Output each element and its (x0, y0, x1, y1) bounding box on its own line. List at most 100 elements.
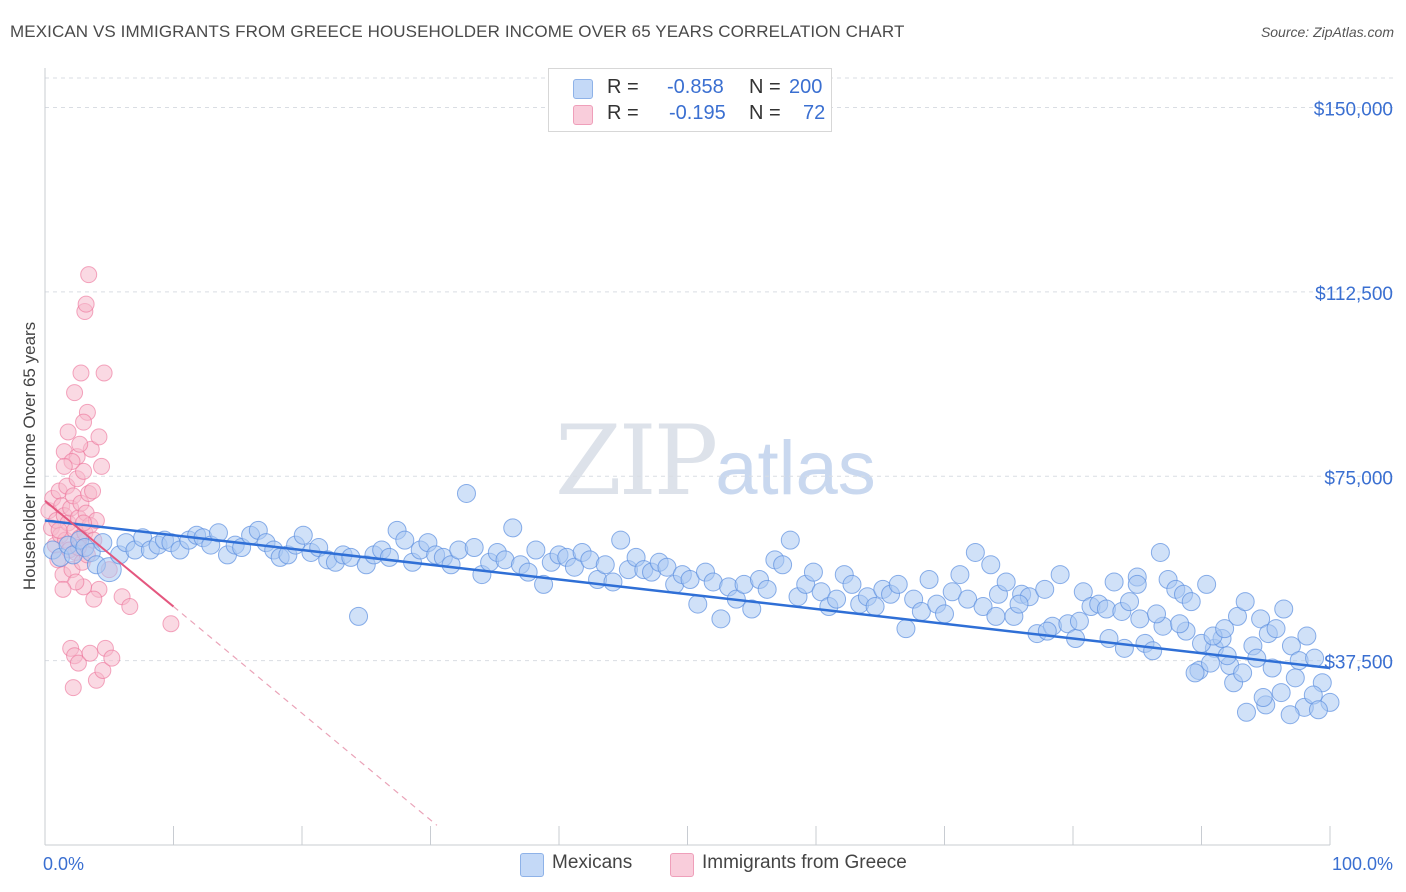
greece-point (94, 661, 112, 679)
greece-point (80, 266, 98, 284)
greece-point (59, 423, 77, 441)
mexicans-point (603, 572, 623, 592)
y-tick-label: $112,500 (1315, 284, 1393, 305)
greece-point (71, 435, 89, 453)
mexicans-point (1099, 629, 1119, 648)
axis-labels: $37,500 $75,000 $112,500 $150,000 0.0% 100.0%… (20, 100, 1393, 875)
mexicans-point (986, 606, 1006, 626)
mexicans-point (1215, 619, 1235, 639)
trend-lines (44, 500, 1331, 826)
greece-point (64, 679, 82, 697)
mexicans-point (379, 547, 399, 567)
mexicans-point (680, 570, 700, 589)
mexicans-point (1280, 705, 1300, 725)
watermark-atlas: atlas (715, 426, 876, 511)
mexicans-point (1073, 582, 1093, 602)
greece-trend-line (44, 500, 175, 608)
mexicans-point (1009, 594, 1029, 614)
mexicans-point (1200, 653, 1220, 673)
greece-trend-extension (173, 606, 438, 826)
x-tick-label: 0.0% (43, 854, 84, 874)
bottom-legend-label-greece: Immigrants from Greece (702, 852, 907, 873)
mexicans-point (1285, 668, 1305, 688)
legend-swatch-mexicans (573, 79, 593, 99)
mexicans-point (526, 540, 546, 560)
mexicans-point (1251, 609, 1271, 629)
mexicans-point (657, 557, 677, 577)
mexicans-point (349, 606, 369, 626)
watermark: ZIPatlas (555, 405, 876, 517)
greece-point (75, 462, 93, 480)
mexicans-point (773, 555, 793, 575)
mexicans-point (1297, 626, 1317, 646)
mexicans-point (780, 530, 800, 550)
mexicans-point (688, 594, 708, 614)
legend-n-label: N = (749, 76, 781, 98)
mexicans-point (503, 518, 523, 538)
mexicans-point (1197, 574, 1217, 594)
mexicans-point (1069, 611, 1089, 631)
greece-point (72, 364, 90, 382)
greece-point (103, 649, 121, 667)
mexicans-point (811, 582, 831, 602)
mexicans-point (395, 530, 415, 550)
mexicans-point (896, 619, 916, 639)
legend-r-value: -0.858 (667, 76, 724, 98)
greece-points (40, 266, 180, 697)
mexicans-point (1253, 688, 1273, 707)
mexicans-point (1181, 592, 1201, 612)
mexicans-point (1233, 663, 1253, 683)
source-label: Source: ZipAtlas.com (1260, 24, 1394, 40)
mexicans-points (43, 483, 1340, 725)
mexicans-point (208, 523, 228, 543)
greece-point (121, 598, 139, 616)
bottom-legend-swatch-mexicans (520, 853, 544, 877)
bottom-legend-label-mexicans: Mexicans (552, 852, 633, 873)
mexicans-point (611, 530, 631, 550)
mexicans-point (534, 574, 554, 594)
mexicans-point (1281, 636, 1301, 656)
greece-point (84, 482, 102, 500)
mexicans-point (742, 599, 762, 619)
greece-point (81, 644, 99, 662)
mexicans-point (973, 597, 993, 617)
mexicans-point (456, 483, 476, 503)
mexicans-point (1235, 592, 1255, 612)
greece-point (85, 590, 103, 608)
y-tick-label: $37,500 (1324, 653, 1393, 674)
legend-n-value: 72 (803, 102, 826, 124)
mexicans-point (1227, 606, 1247, 626)
mexicans-point (1308, 700, 1328, 720)
greece-point (162, 615, 180, 633)
mexicans-point (1127, 574, 1147, 594)
axes (44, 68, 1331, 846)
mexicans-point (1143, 641, 1163, 661)
x-tick-label: 100.0% (1332, 854, 1393, 874)
legend-swatch-greece (573, 105, 593, 125)
mexicans-point (293, 525, 313, 545)
mexicans-point (950, 565, 970, 585)
mexicans-point (1050, 565, 1070, 585)
mexicans-point (1170, 614, 1190, 634)
greece-point (90, 428, 108, 446)
mexicans-point (1262, 658, 1282, 678)
mexicans-point (1035, 579, 1055, 599)
mexicans-point (1266, 619, 1286, 639)
greece-point (55, 457, 73, 475)
gridlines (45, 77, 1395, 662)
mexicans-point (827, 589, 847, 609)
mexicans-trend-line (44, 519, 1331, 670)
greece-point (93, 457, 111, 475)
y-tick-label: $75,000 (1324, 468, 1393, 489)
mexicans-point (1104, 572, 1124, 592)
mexicans-point (595, 555, 615, 575)
mexicans-point (757, 579, 777, 599)
greece-point (50, 521, 68, 539)
mexicans-point (441, 555, 461, 575)
mexicans-point (919, 570, 939, 589)
greece-point (75, 413, 93, 431)
y-tick-label: $150,000 (1314, 100, 1393, 121)
mexicans-point (1120, 592, 1140, 612)
mexicans-point (965, 542, 985, 562)
